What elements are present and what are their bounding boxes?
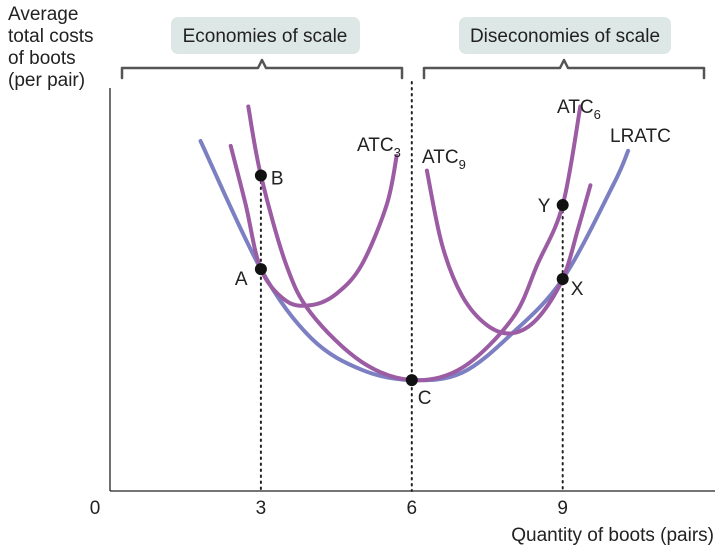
atc9-label-main: ATC xyxy=(422,147,459,168)
atc9-label-sub: 9 xyxy=(459,157,466,172)
atc6-label-main: ATC xyxy=(557,97,594,118)
point-y-label: Y xyxy=(538,196,551,217)
point-x-label: X xyxy=(571,279,584,300)
atc3-curve xyxy=(228,143,399,308)
point-c xyxy=(405,374,418,387)
diseconomies-label: Diseconomies of scale xyxy=(470,26,660,47)
x-axis-label: Quantity of boots (pairs) xyxy=(511,525,714,546)
atc6-label-sub: 6 xyxy=(594,107,601,122)
y-axis-label: Average total costs of boots (per pair) xyxy=(8,4,99,91)
origin-label: 0 xyxy=(90,498,101,519)
point-b-label: B xyxy=(271,168,284,189)
y-label-line-2: total costs xyxy=(8,26,94,47)
point-b xyxy=(254,169,267,182)
diseconomies-banner xyxy=(459,17,671,54)
point-a-label: A xyxy=(235,269,248,290)
point-x xyxy=(556,273,569,286)
x-tick-6: 6 xyxy=(407,498,418,519)
lratc-label: LRATC xyxy=(610,126,671,147)
atc3-label: ATC3 xyxy=(357,135,401,160)
point-a xyxy=(254,263,267,276)
y-label-line-1: Average xyxy=(8,4,78,25)
x-tick-9: 9 xyxy=(557,498,568,519)
x-tick-3: 3 xyxy=(256,498,267,519)
atc6-label: ATC6 xyxy=(557,97,601,122)
point-y xyxy=(556,199,569,212)
atc3-label-main: ATC xyxy=(357,135,394,156)
atc9-label: ATC9 xyxy=(422,147,466,172)
y-label-line-3: of boots xyxy=(8,48,76,69)
diseconomies-bracket xyxy=(422,58,706,80)
economies-label: Economies of scale xyxy=(183,26,348,47)
y-label-line-4: (per pair) xyxy=(8,70,85,91)
atc9-curve xyxy=(424,168,593,336)
atc6-curve xyxy=(246,104,583,383)
economies-bracket xyxy=(120,58,404,80)
economies-banner xyxy=(171,17,360,54)
atc3-label-sub: 3 xyxy=(394,145,401,160)
point-c-label: C xyxy=(418,388,432,409)
